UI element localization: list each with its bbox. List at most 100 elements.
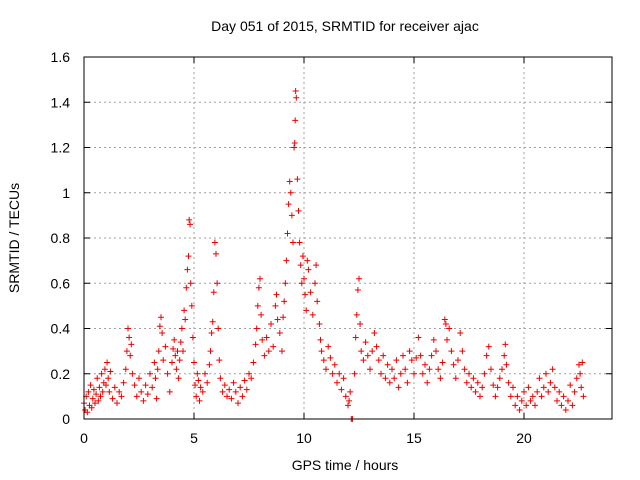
data-point bbox=[196, 397, 203, 404]
data-point bbox=[279, 348, 285, 355]
data-point bbox=[461, 366, 468, 373]
data-point bbox=[158, 314, 164, 321]
data-point bbox=[463, 379, 470, 386]
data-point bbox=[280, 314, 287, 321]
data-point bbox=[472, 388, 479, 395]
data-point bbox=[197, 384, 204, 391]
data-point bbox=[483, 352, 490, 359]
y-axis-ticks: 0 0.2 0.4 0.6 0.8 1 1.2 1.4 1.6 bbox=[51, 49, 612, 427]
data-point bbox=[258, 311, 265, 318]
data-point bbox=[354, 287, 361, 294]
data-point bbox=[237, 384, 244, 391]
data-point bbox=[274, 316, 281, 323]
data-point bbox=[375, 357, 382, 364]
data-point bbox=[512, 402, 519, 409]
data-point bbox=[210, 289, 217, 296]
data-point bbox=[406, 348, 413, 355]
x-tick-label: 15 bbox=[406, 430, 422, 446]
data-point bbox=[235, 400, 241, 407]
data-point bbox=[284, 230, 291, 237]
data-point bbox=[577, 370, 584, 377]
data-point bbox=[131, 382, 138, 389]
data-point bbox=[299, 253, 306, 260]
data-point bbox=[466, 370, 472, 377]
data-point bbox=[202, 370, 208, 377]
data-point bbox=[286, 178, 293, 185]
y-tick-label: 0.2 bbox=[51, 366, 71, 382]
data-point bbox=[408, 357, 415, 364]
data-point bbox=[180, 348, 186, 355]
data-point bbox=[303, 307, 310, 314]
data-point bbox=[178, 325, 185, 332]
data-point bbox=[327, 354, 334, 361]
data-point bbox=[444, 336, 450, 343]
data-point bbox=[523, 402, 530, 409]
data-point bbox=[415, 334, 422, 341]
data-point bbox=[543, 370, 549, 377]
data-point bbox=[551, 384, 558, 391]
data-point bbox=[380, 352, 387, 359]
data-point bbox=[417, 352, 424, 359]
data-point bbox=[292, 87, 299, 94]
data-point bbox=[89, 395, 96, 402]
data-point bbox=[206, 361, 213, 368]
data-point bbox=[367, 366, 373, 373]
data-point bbox=[140, 397, 147, 404]
data-point bbox=[122, 366, 129, 373]
data-point bbox=[88, 404, 95, 411]
data-point bbox=[283, 257, 290, 264]
x-tick-label: 5 bbox=[190, 430, 198, 446]
x-tick-label: 10 bbox=[296, 430, 312, 446]
data-point bbox=[579, 359, 586, 366]
data-point bbox=[98, 370, 105, 377]
data-point bbox=[257, 275, 263, 282]
data-point bbox=[162, 343, 169, 350]
data-point bbox=[316, 320, 323, 327]
data-point bbox=[556, 388, 563, 395]
data-point bbox=[175, 375, 182, 382]
data-point bbox=[270, 343, 277, 350]
data-point bbox=[147, 370, 153, 377]
data-point bbox=[188, 302, 195, 309]
data-point bbox=[293, 94, 300, 101]
data-point bbox=[95, 397, 102, 404]
data-point bbox=[571, 388, 578, 395]
data-point bbox=[136, 375, 142, 382]
data-point bbox=[298, 280, 305, 287]
data-point bbox=[174, 348, 181, 355]
data-point bbox=[397, 370, 404, 377]
data-point bbox=[474, 379, 481, 386]
data-point bbox=[290, 239, 296, 246]
data-point bbox=[499, 366, 505, 373]
data-point bbox=[285, 201, 292, 208]
data-point bbox=[518, 397, 525, 404]
data-point bbox=[532, 402, 538, 409]
data-point bbox=[156, 323, 163, 330]
data-point bbox=[93, 391, 100, 398]
data-point bbox=[217, 375, 224, 382]
data-point bbox=[276, 330, 283, 337]
data-point bbox=[282, 280, 289, 287]
data-point bbox=[331, 361, 338, 368]
data-point bbox=[224, 393, 230, 400]
data-point bbox=[192, 382, 199, 389]
data-point bbox=[154, 366, 161, 373]
data-point bbox=[307, 289, 314, 296]
data-point bbox=[243, 386, 250, 393]
data-point bbox=[204, 379, 211, 386]
data-point bbox=[195, 377, 202, 384]
x-tick-label: 20 bbox=[516, 430, 532, 446]
data-point bbox=[184, 266, 191, 273]
x-axis-ticks: 0 5 10 15 20 bbox=[80, 57, 532, 446]
data-point bbox=[166, 388, 173, 395]
data-point bbox=[558, 402, 565, 409]
data-point bbox=[246, 370, 252, 377]
data-point bbox=[151, 359, 158, 366]
data-point bbox=[351, 370, 358, 377]
data-point bbox=[254, 302, 261, 309]
data-point bbox=[353, 311, 360, 318]
data-point bbox=[477, 393, 483, 400]
y-tick-label: 0.8 bbox=[51, 230, 71, 246]
data-point bbox=[496, 375, 503, 382]
data-point bbox=[126, 334, 133, 341]
